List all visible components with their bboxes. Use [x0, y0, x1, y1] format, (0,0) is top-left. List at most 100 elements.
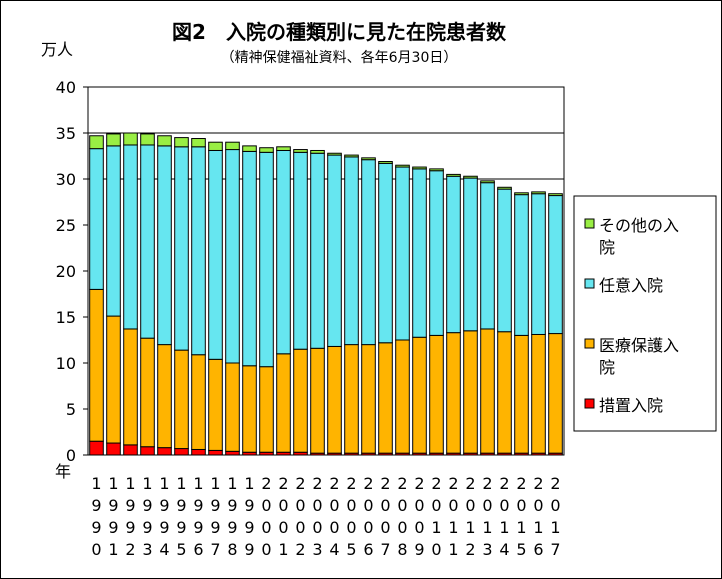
bar-segment-1998-0	[225, 450, 240, 456]
bar-segment-1996-0	[191, 448, 206, 456]
bar-segment-1996-1	[191, 354, 206, 450]
y-tick-label: 30	[56, 170, 76, 189]
bar-segment-2006-2	[361, 159, 376, 346]
bar-segment-2001-3	[276, 146, 291, 151]
x-axis-label: 年	[55, 462, 71, 481]
bar-segment-2007-3	[378, 161, 393, 164]
bar-segment-1993-0	[140, 446, 155, 456]
y-tick-label: 20	[56, 262, 76, 281]
legend-label-0: 措置入院	[599, 396, 663, 415]
bar-segment-2014-1	[497, 331, 512, 454]
bar-segment-2010-2	[429, 170, 444, 336]
legend-swatch-1	[584, 338, 595, 349]
bar-segment-2015-2	[514, 194, 529, 336]
bar-segment-1992-0	[123, 444, 138, 456]
legend-swatch-2	[584, 278, 595, 289]
x-ticks: 1 9 9 0 1 9 9 1 1 9 9 2 1 9 9 3 1 9 9 4 1 9 9 5 1 9 9 6 1 9 9 7 1 9 9 8 1 9 9 9…	[91, 474, 560, 559]
bar-segment-1993-2	[140, 144, 155, 339]
bar-segment-2014-2	[497, 188, 512, 333]
legend-label-3: その他の入院	[599, 216, 679, 257]
bar-segment-1999-1	[242, 365, 257, 453]
bar-segment-2004-2	[327, 154, 342, 347]
bar-segment-2008-1	[395, 339, 410, 454]
bar-segment-2003-2	[310, 152, 325, 349]
bar-segment-1992-2	[123, 144, 138, 330]
chart-subtitle: （精神保健福祉資料、各年6月30日）	[221, 50, 458, 66]
bar-segment-2004-3	[327, 152, 342, 156]
bar-segment-1994-1	[157, 344, 172, 449]
bar-segment-1995-0	[174, 448, 189, 456]
bar-segment-2013-2	[480, 182, 495, 330]
bar-segment-1993-3	[140, 133, 155, 146]
bar-segment-1995-1	[174, 349, 189, 450]
bar-segment-2011-2	[446, 175, 461, 334]
bar-segment-1990-2	[89, 148, 104, 290]
legend-label-2: 任意入院	[599, 276, 663, 295]
bar-segment-2016-2	[531, 193, 546, 335]
bar-segment-2012-3	[463, 175, 478, 179]
bar-segment-2012-1	[463, 330, 478, 454]
bar-segment-1995-2	[174, 146, 189, 351]
bar-segment-2000-3	[259, 147, 274, 153]
bar-segment-2015-3	[514, 192, 529, 196]
bar-segment-2001-2	[276, 149, 291, 355]
bar-segment-2009-1	[412, 336, 427, 454]
y-tick-label: 0	[66, 446, 76, 465]
y-tick-label: 10	[56, 354, 76, 373]
bar-segment-2011-3	[446, 173, 461, 177]
bar-segment-2000-1	[259, 366, 274, 453]
bar-segment-2003-1	[310, 347, 325, 454]
bar-segment-2005-2	[344, 156, 359, 346]
bar-segment-2002-2	[293, 151, 308, 350]
y-tick-label: 40	[56, 78, 76, 97]
bar-segment-2005-3	[344, 154, 359, 158]
bar-segment-2006-3	[361, 157, 376, 161]
bar-segment-1994-0	[157, 447, 172, 456]
bar-segment-1999-2	[242, 150, 257, 367]
bar-segment-2002-1	[293, 348, 308, 453]
bar-segment-1998-3	[225, 141, 240, 151]
bar-segment-2007-2	[378, 162, 393, 344]
y-tick-label: 5	[66, 400, 76, 419]
bar-segment-1999-3	[242, 145, 257, 152]
bar-segment-2017-1	[548, 333, 563, 454]
bar-segment-2017-2	[548, 195, 563, 335]
bar-segment-2000-2	[259, 151, 274, 368]
bar-segment-1996-3	[191, 138, 206, 148]
y-tick-label: 15	[56, 308, 76, 327]
bar-segment-1991-2	[106, 145, 121, 317]
bar-segment-2014-3	[497, 186, 512, 190]
bar-segment-2013-3	[480, 180, 495, 184]
bar-segment-1991-1	[106, 315, 121, 444]
bar-segment-2001-1	[276, 353, 291, 453]
bar-segment-2009-3	[412, 166, 427, 170]
y-tick-label: 25	[56, 216, 76, 235]
bar-segment-1997-1	[208, 358, 223, 451]
bars	[89, 132, 563, 456]
bar-segment-1992-1	[123, 328, 138, 446]
bar-segment-1998-2	[225, 149, 240, 364]
